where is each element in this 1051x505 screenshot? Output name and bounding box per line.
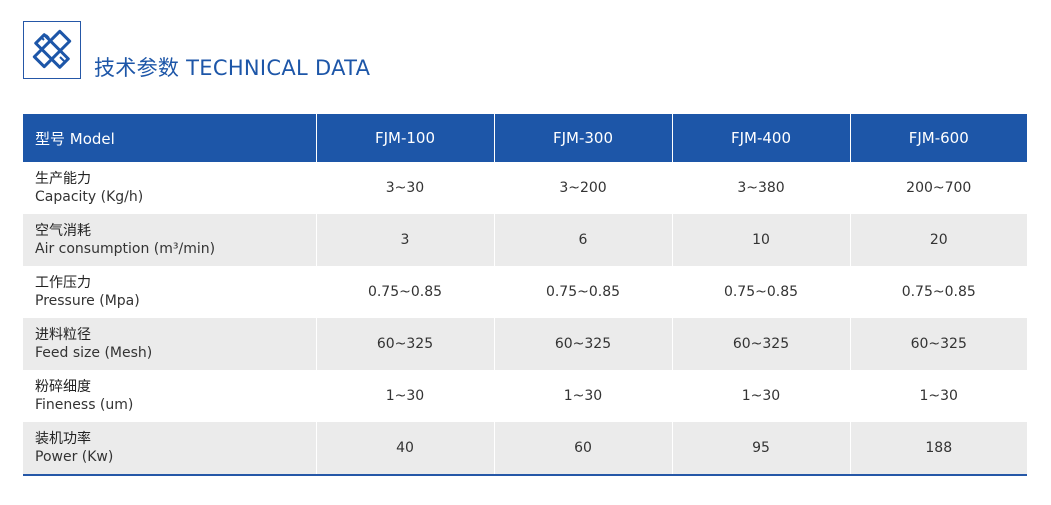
table-row-feed-size: 进料粒径 Feed size (Mesh) 60~325 60~325 60~32…	[23, 318, 1027, 370]
column-header: FJM-400	[671, 114, 850, 162]
row-label: 生产能力 Capacity (Kg/h)	[23, 162, 316, 214]
row-label: 空气消耗 Air consumption (m³/min)	[23, 214, 316, 266]
row-label: 粉碎细度 Fineness (um)	[23, 370, 316, 422]
table-cell: 0.75~0.85	[315, 266, 494, 318]
table-cell: 60~325	[315, 318, 494, 370]
row-label-en: Power (Kw)	[35, 449, 114, 465]
table-cell: 20	[849, 214, 1027, 266]
row-label: 工作压力 Pressure (Mpa)	[23, 266, 316, 318]
table-cell: 0.75~0.85	[849, 266, 1027, 318]
column-header: FJM-600	[849, 114, 1027, 162]
table-cell: 0.75~0.85	[671, 266, 850, 318]
table-row-air-consumption: 空气消耗 Air consumption (m³/min) 3 6 10 20	[23, 214, 1027, 266]
table-cell: 200~700	[849, 162, 1027, 214]
column-header: FJM-300	[493, 114, 672, 162]
ruler-pencil-icon	[23, 21, 81, 79]
row-label-en: Fineness (um)	[35, 397, 134, 413]
row-label-cn: 工作压力	[35, 275, 91, 291]
row-label-en: Capacity (Kg/h)	[35, 189, 144, 205]
column-header: 型号 Model	[23, 114, 316, 162]
table-cell: 3~200	[493, 162, 672, 214]
page-title: 技术参数 TECHNICAL DATA	[94, 56, 371, 80]
row-label-cn: 进料粒径	[35, 327, 91, 343]
table-cell: 40	[315, 422, 494, 476]
table-cell: 60~325	[671, 318, 850, 370]
row-label-en: Air consumption (m³/min)	[35, 241, 216, 257]
table-cell: 10	[671, 214, 850, 266]
table-cell: 3~380	[671, 162, 850, 214]
table-cell: 0.75~0.85	[493, 266, 672, 318]
table-cell: 60	[493, 422, 672, 476]
table-cell: 1~30	[849, 370, 1027, 422]
table-cell: 1~30	[493, 370, 672, 422]
table-cell: 3	[315, 214, 494, 266]
row-label-cn: 粉碎细度	[35, 379, 91, 395]
table-row-pressure: 工作压力 Pressure (Mpa) 0.75~0.85 0.75~0.85 0…	[23, 266, 1027, 318]
table-header-row: 型号 Model FJM-100 FJM-300 FJM-400 FJM-600	[23, 114, 1027, 162]
table-row-power: 装机功率 Power (Kw) 40 60 95 188	[23, 422, 1027, 476]
table-cell: 60~325	[849, 318, 1027, 370]
table-cell: 1~30	[315, 370, 494, 422]
table-cell: 1~30	[671, 370, 850, 422]
table-cell: 6	[493, 214, 672, 266]
table-row-capacity: 生产能力 Capacity (Kg/h) 3~30 3~200 3~380 200…	[23, 162, 1027, 214]
table-cell: 188	[849, 422, 1027, 476]
row-label: 进料粒径 Feed size (Mesh)	[23, 318, 316, 370]
row-label-cn: 生产能力	[35, 171, 91, 187]
technical-data-table: 型号 Model FJM-100 FJM-300 FJM-400 FJM-600…	[23, 114, 1027, 476]
column-header: FJM-100	[315, 114, 494, 162]
row-label-cn: 装机功率	[35, 431, 91, 447]
table-cell: 3~30	[315, 162, 494, 214]
row-label-en: Feed size (Mesh)	[35, 345, 153, 361]
table-cell: 60~325	[493, 318, 672, 370]
row-label-en: Pressure (Mpa)	[35, 293, 140, 309]
table-row-fineness: 粉碎细度 Fineness (um) 1~30 1~30 1~30 1~30	[23, 370, 1027, 422]
row-label: 装机功率 Power (Kw)	[23, 422, 316, 476]
row-label-cn: 空气消耗	[35, 223, 91, 239]
table-cell: 95	[671, 422, 850, 476]
